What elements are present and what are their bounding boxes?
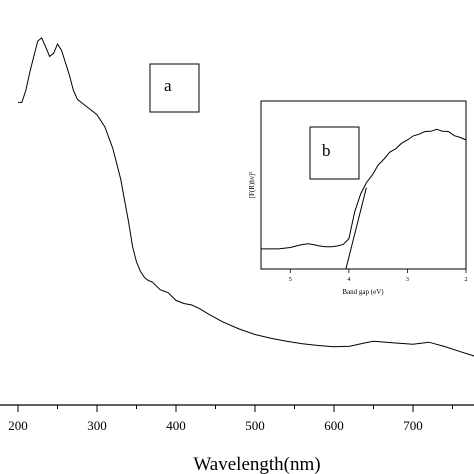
panel-a-frame	[149, 63, 200, 113]
inset-x-tick-label: 4	[347, 276, 351, 283]
main-x-tick-label: 300	[87, 418, 107, 433]
main-x-tick-label: 200	[8, 418, 28, 433]
main-x-tick-label: 600	[324, 418, 344, 433]
inset-x-tick-label: 3	[406, 276, 409, 283]
panel-label-b: b	[322, 141, 331, 160]
main-x-tick-label: 400	[166, 418, 186, 433]
panel-b-frame	[309, 126, 360, 180]
inset-frame	[260, 100, 467, 270]
inset-tangent-line	[345, 187, 367, 270]
inset-y-axis-label: [F(R)hν]²	[248, 172, 256, 199]
main-x-axis-label: Wavelength(nm)	[193, 454, 320, 474]
panel-label-a: a	[164, 76, 172, 95]
panel-label-b-box: b	[309, 126, 360, 180]
inset-x-axis-label: Band gap (eV)	[342, 288, 384, 296]
main-series-line	[18, 37, 474, 357]
main-x-tick-label: 500	[245, 418, 265, 433]
inset-x-tick-label: 2	[464, 276, 467, 283]
inset-x-tick-label: 5	[289, 276, 292, 283]
panel-label-a-box: a	[149, 63, 200, 113]
main-plot: 200 300 400 500 600 700 Wavelength(nm) a	[0, 37, 474, 474]
inset-plot: 5 4 3 2 Band gap (eV) [F(R)hν]² b	[248, 100, 468, 296]
inset-series-line	[261, 128, 467, 250]
main-x-ticks: 200 300 400 500 600 700	[8, 405, 453, 433]
main-x-tick-label: 700	[403, 418, 423, 433]
inset-x-ticks: 5 4 3 2	[289, 269, 468, 283]
